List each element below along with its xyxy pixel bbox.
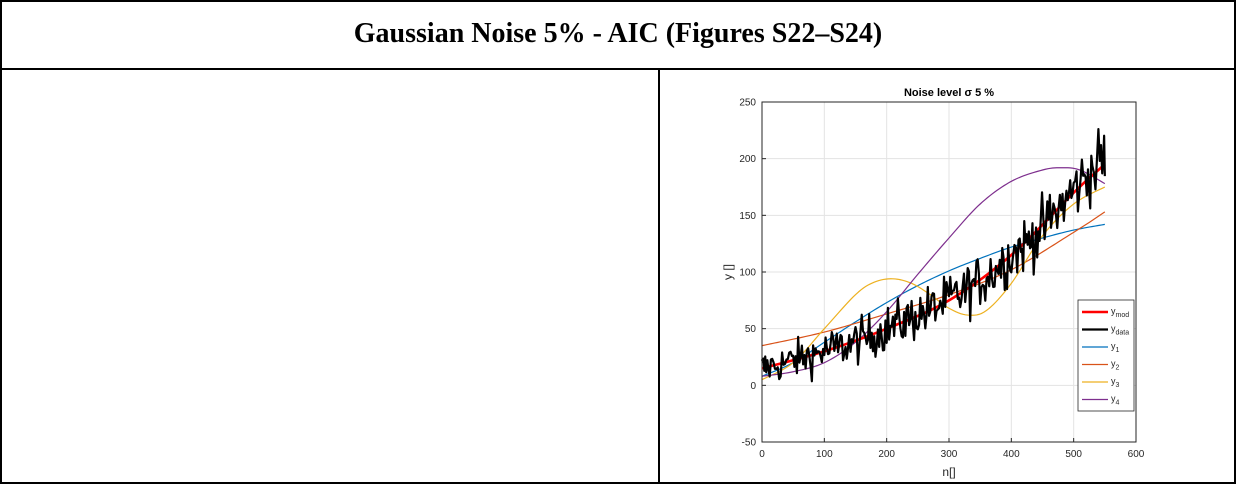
chart-y-label: y []: [721, 264, 735, 280]
table-border-right: [1234, 0, 1236, 484]
y-tick-label: 0: [750, 381, 756, 392]
x-tick-label: 300: [941, 449, 958, 460]
legend-label-y-2: y2: [1111, 359, 1120, 372]
x-tick-label: 400: [1003, 449, 1020, 460]
x-tick-label: 500: [1065, 449, 1082, 460]
y-tick-label: 250: [739, 98, 756, 109]
chart-title: Noise level σ 5 %: [904, 87, 994, 99]
legend-label-y-4: y4: [1111, 394, 1120, 407]
table-column-divider: [658, 68, 660, 484]
table-border-left: [0, 0, 2, 484]
legend-box: [1077, 299, 1135, 412]
y-tick-label: 50: [745, 324, 757, 335]
chart-x-label: n[]: [942, 465, 955, 479]
y-tick-label: -50: [742, 438, 757, 449]
y-tick-label: 200: [739, 154, 756, 165]
series-line-y-1: [761, 223, 1105, 377]
chart-grid: [761, 101, 1137, 443]
empty-left-cell: [2, 70, 658, 482]
x-tick-label: 200: [878, 449, 895, 460]
chart-container: 0 100 200 300 400 500 600 -50 0 50 100 150 200 250 No…: [688, 82, 1188, 482]
chart-series-group: [760, 127, 1106, 383]
table-header-divider: [0, 68, 1236, 70]
y-tick-label: 150: [739, 211, 756, 222]
table-border-bottom: [0, 482, 1236, 484]
legend-label-y-1: y1: [1111, 341, 1120, 354]
x-tick-label: 0: [759, 449, 765, 460]
table-border-top: [0, 0, 1236, 2]
series-line-y-4: [761, 167, 1106, 377]
series-line-y-data: [760, 127, 1106, 383]
x-tick-label: 600: [1128, 449, 1145, 460]
legend-label-y-3: y3: [1111, 376, 1120, 389]
y-tick-label: 100: [739, 268, 756, 279]
x-tick-label: 100: [816, 449, 833, 460]
chart-background: [688, 82, 1188, 482]
table-header-title: Gaussian Noise 5% - AIC (Figures S22–S24…: [353, 18, 883, 49]
